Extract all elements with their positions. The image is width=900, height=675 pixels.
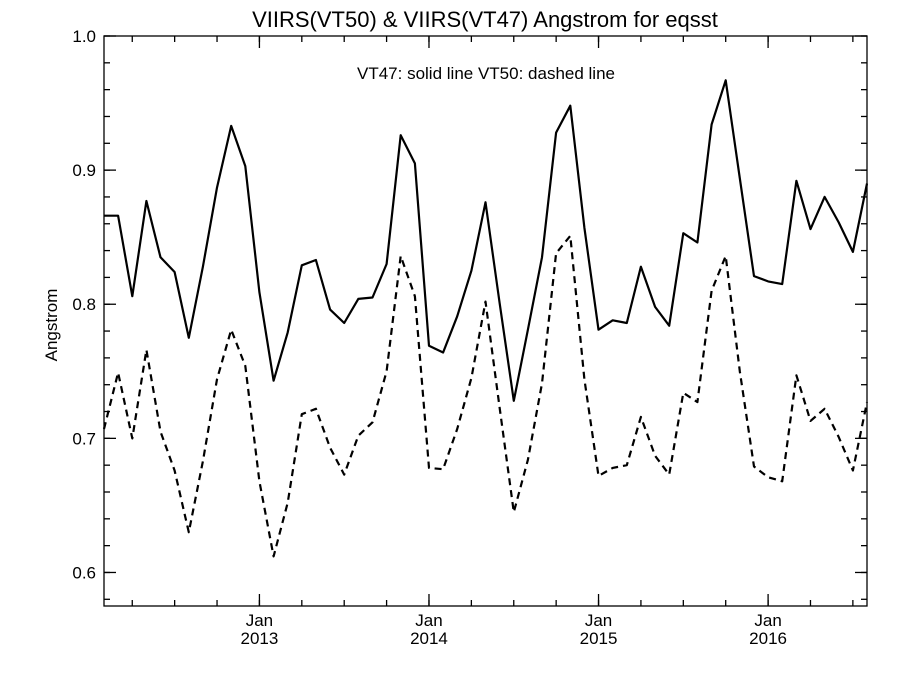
axis-ticks xyxy=(104,35,867,606)
y-tick-label: 0.9 xyxy=(72,161,96,180)
series-group xyxy=(102,79,869,558)
x-tick-label-year: 2016 xyxy=(749,629,787,648)
y-tick-label: 0.6 xyxy=(72,563,96,582)
y-axis-label: Angstrom xyxy=(42,289,61,362)
x-tick-label-month: Jan xyxy=(585,611,612,630)
x-tick-label-year: 2014 xyxy=(410,629,448,648)
series-line-vt50 xyxy=(102,234,869,558)
y-tick-label: 0.7 xyxy=(72,429,96,448)
x-tick-label-year: 2013 xyxy=(241,629,279,648)
plot-frame xyxy=(103,35,868,607)
x-tick-label-year: 2015 xyxy=(580,629,618,648)
y-tick-label: 0.8 xyxy=(72,295,96,314)
x-tick-label-month: Jan xyxy=(246,611,273,630)
x-tick-label-month: Jan xyxy=(415,611,442,630)
chart-annotation: VT47: solid line VT50: dashed line xyxy=(357,64,615,83)
y-tick-label: 1.0 xyxy=(72,27,96,46)
x-tick-label-month: Jan xyxy=(754,611,781,630)
chart-title: VIIRS(VT50) & VIIRS(VT47) Angstrom for e… xyxy=(252,7,718,32)
y-tick-labels: 0.6 0.7 0.8 0.9 1.0 xyxy=(72,27,96,582)
series-line-vt47 xyxy=(104,79,869,402)
